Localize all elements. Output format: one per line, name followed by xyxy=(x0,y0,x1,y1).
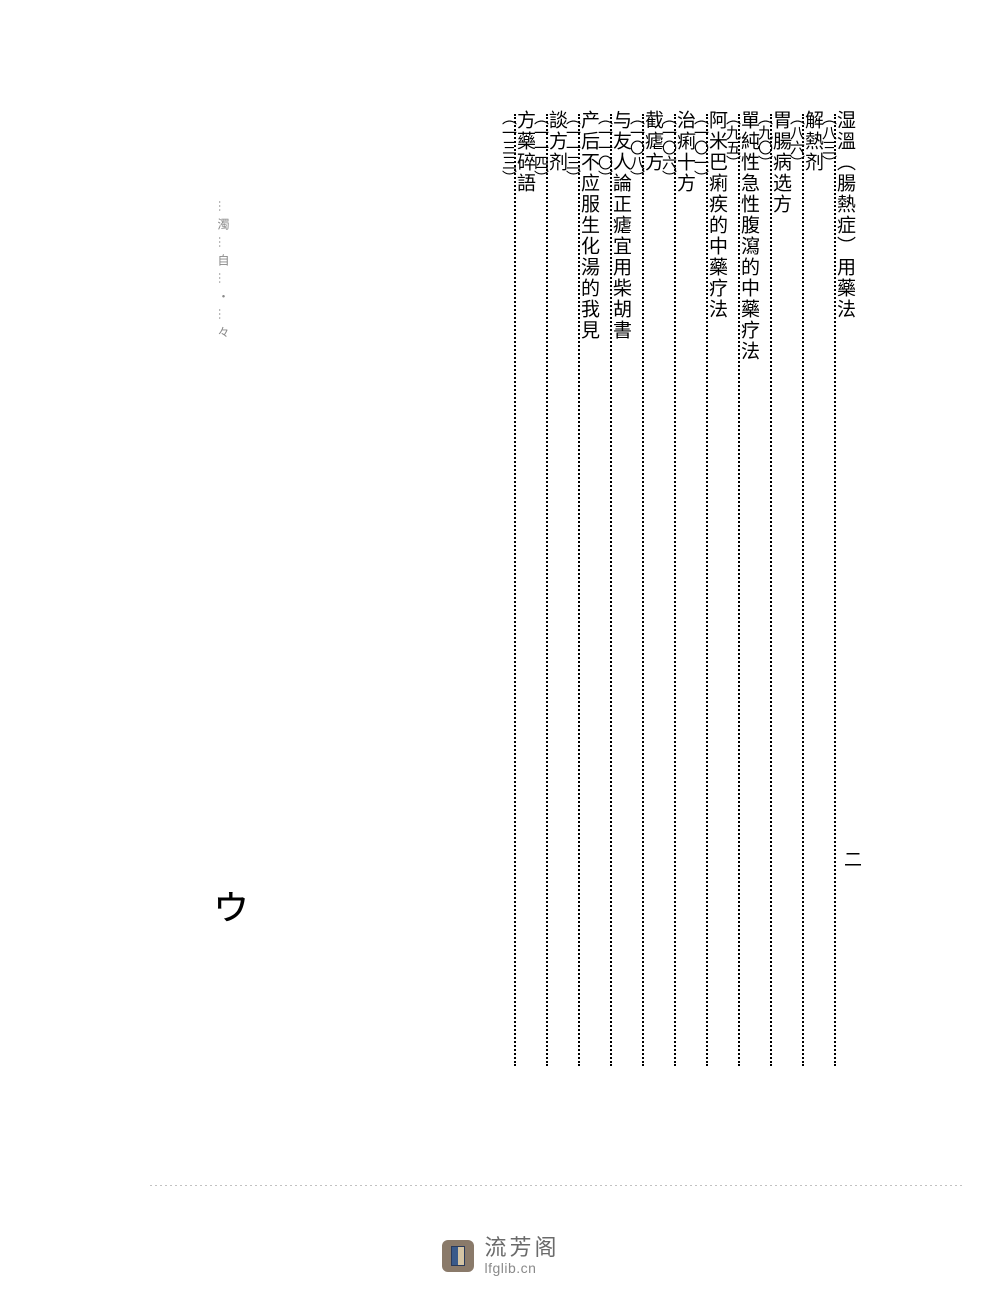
toc-entry: 談方剂（一一四） xyxy=(532,110,566,1070)
toc-entry: 治痢十方（一〇六） xyxy=(660,110,694,1070)
scan-artifact-line xyxy=(150,1185,962,1186)
toc-page-ref: （一〇六） xyxy=(660,110,675,1070)
book-icon xyxy=(451,1246,465,1266)
toc-entry: 解熱剂（八六） xyxy=(788,110,822,1070)
watermark-cn: 流芳阁 xyxy=(484,1236,559,1260)
toc-entry: 湿溫（腸熱症）用藥法（八三） xyxy=(820,110,854,1070)
toc-page-ref: （一三三） xyxy=(500,110,515,1070)
side-marks: …濁…自…・…々 xyxy=(215,200,232,344)
toc-page-ref: （一〇一） xyxy=(692,110,707,1070)
toc-title: 阿米巴痢疾的中藥疗法 xyxy=(707,110,726,1070)
watermark: 流芳阁 lfglib.cn xyxy=(0,1236,1002,1276)
toc-page-ref: （一一三） xyxy=(564,110,579,1070)
toc-entry: 胃腸病选方（九〇） xyxy=(756,110,790,1070)
toc-title: 湿溫（腸熱症）用藥法 xyxy=(835,110,854,1070)
toc-title: 單純性急性腹瀉的中藥疗法 xyxy=(739,110,758,1070)
toc-entry: 产后不应服生化湯的我見（一一三） xyxy=(564,110,598,1070)
side-glyph: ゥ xyxy=(210,870,252,931)
watermark-text: 流芳阁 lfglib.cn xyxy=(484,1236,559,1276)
toc-title: 胃腸病选方 xyxy=(771,110,790,1070)
toc-page: 二 湿溫（腸熱症）用藥法（八三）解熱剂（八六）胃腸病选方（九〇）單純性急性腹瀉的… xyxy=(380,110,850,1120)
toc-title: 治痢十方 xyxy=(675,110,694,1070)
toc-page-ref: （八六） xyxy=(788,110,803,1070)
toc-title: 談方剂 xyxy=(547,110,566,1070)
watermark-logo-icon xyxy=(442,1240,474,1272)
toc-entry: 与友人論正瘧宜用柴胡書（一一〇） xyxy=(596,110,630,1070)
toc-entry: 方藥碎語（一三三） xyxy=(500,110,534,1070)
toc-entry: 單純性急性腹瀉的中藥疗法（九五） xyxy=(724,110,758,1070)
toc-title: 与友人論正瘧宜用柴胡書 xyxy=(611,110,630,1070)
toc-entry: 阿米巴痢疾的中藥疗法（一〇一） xyxy=(692,110,726,1070)
toc-page-ref: （一一四） xyxy=(532,110,547,1070)
toc-title: 产后不应服生化湯的我見 xyxy=(579,110,598,1070)
toc-page-ref: （八三） xyxy=(820,110,835,1070)
toc-title: 截瘧方 xyxy=(643,110,662,1070)
watermark-url: lfglib.cn xyxy=(484,1261,559,1276)
toc-entry: 截瘧方（一〇八） xyxy=(628,110,662,1070)
toc-title: 方藥碎語 xyxy=(515,110,534,1070)
toc-title: 解熱剂 xyxy=(803,110,822,1070)
